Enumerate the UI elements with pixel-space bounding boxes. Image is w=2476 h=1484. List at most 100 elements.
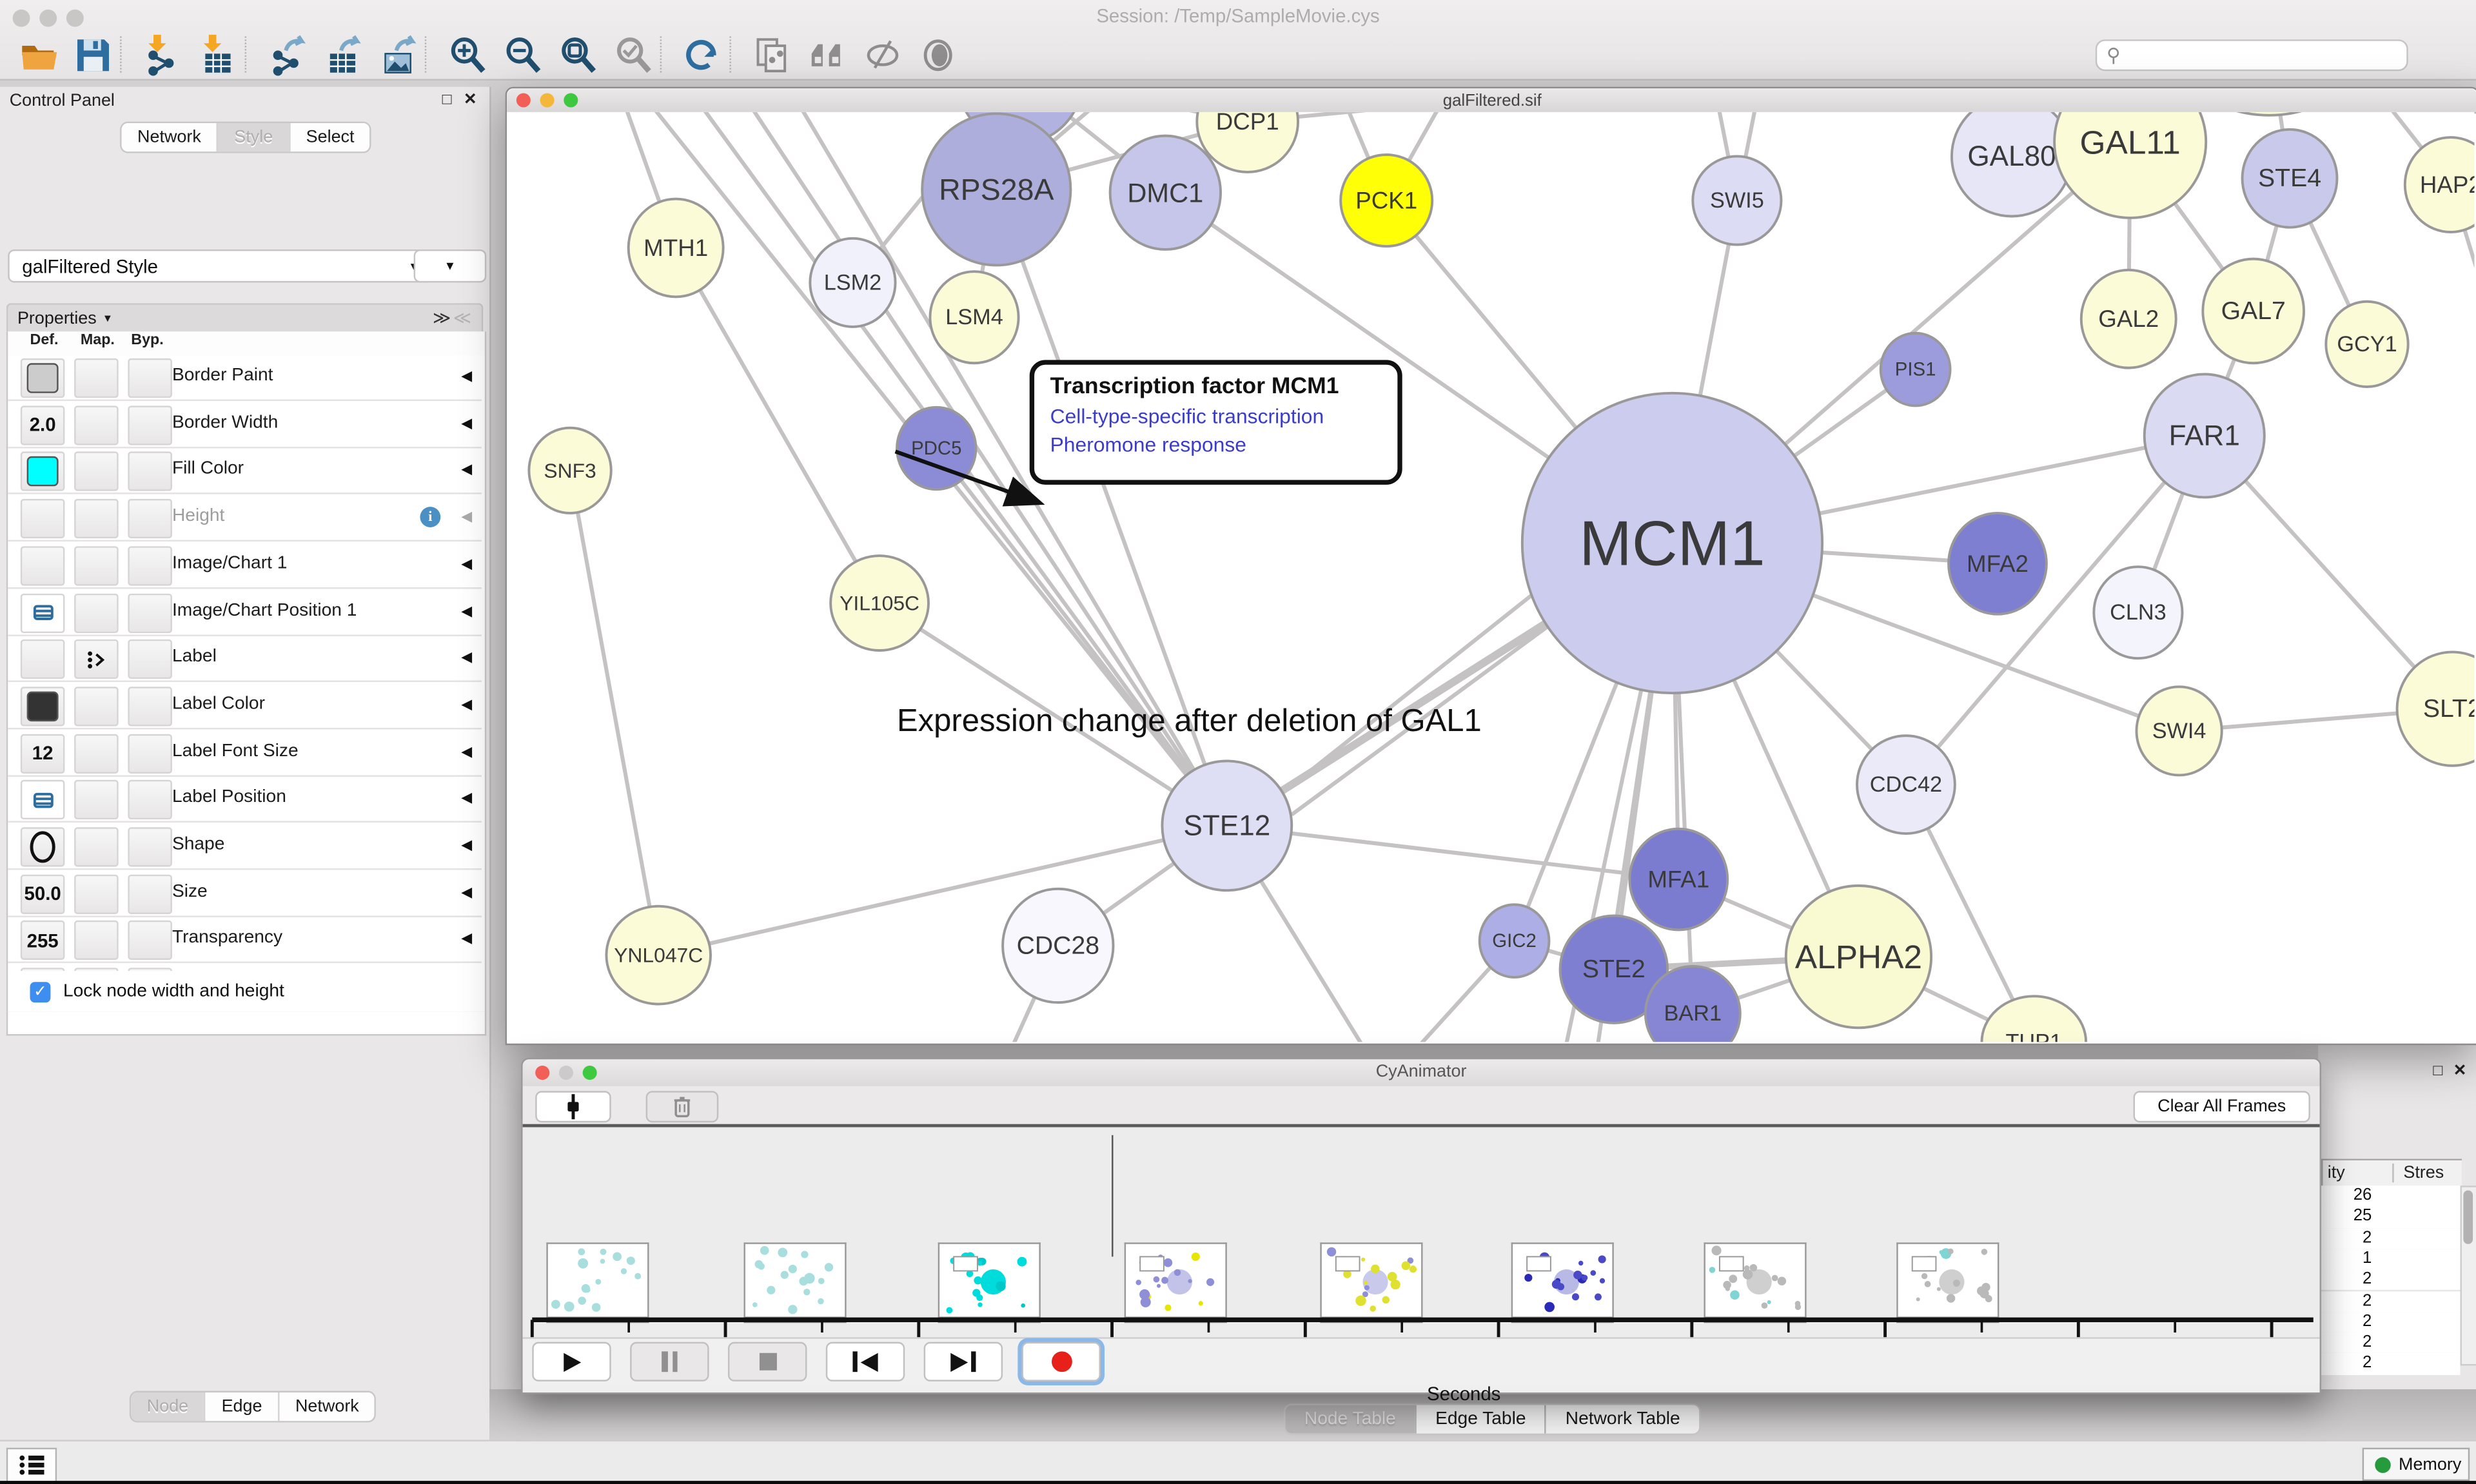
network-edge[interactable] (568, 470, 661, 956)
import-network-icon[interactable] (137, 33, 188, 75)
zoom-network-icon[interactable] (564, 93, 578, 108)
property-row-label[interactable]: Label ◀ (8, 636, 482, 683)
float-panel-icon[interactable]: □ (442, 92, 452, 109)
bypass-cell[interactable] (128, 733, 172, 774)
stop-button[interactable] (727, 1342, 807, 1381)
network-canvas[interactable]: DCP1 PCK1 RPS28A DMC1 SWI5 GAL80 GAL11 STE4 HAP2… (507, 112, 2475, 1042)
expand-property-icon[interactable]: ◀ (461, 649, 473, 665)
timeline[interactable]: 0123456789 Seconds (522, 1127, 2320, 1405)
property-row-label-font-size[interactable]: 12 Label Font Size ◀ (8, 730, 482, 776)
property-row-size[interactable]: 50.0 Size ◀ (8, 871, 482, 917)
network-edge[interactable] (674, 246, 881, 605)
mapping-cell[interactable] (74, 733, 119, 774)
network-node-gal2[interactable]: GAL2 (2079, 268, 2177, 369)
mapping-cell[interactable] (74, 827, 119, 867)
play-button[interactable] (532, 1342, 611, 1381)
network-node-mfa2[interactable]: MFA2 (1947, 511, 2048, 616)
zoom-out-icon[interactable] (497, 33, 547, 75)
bypass-cell[interactable] (128, 639, 172, 679)
property-row-label-position[interactable]: Label Position ◀ (8, 777, 482, 823)
table-cell[interactable]: 25 (2321, 1206, 2461, 1228)
bypass-cell[interactable] (128, 827, 172, 867)
network-node-rps28a[interactable]: RPS28A (921, 112, 1072, 267)
default-value-cell[interactable]: 12 (20, 733, 65, 774)
default-value-cell[interactable]: 50.0 (20, 874, 65, 914)
tab-network-table[interactable]: Network Table (1544, 1405, 1700, 1434)
bypass-cell[interactable] (128, 921, 172, 961)
close-network-icon[interactable] (516, 93, 531, 108)
save-icon[interactable] (68, 33, 118, 75)
network-node-gal_top[interactable] (2171, 112, 2367, 117)
tab-select[interactable]: Select (288, 123, 371, 152)
keyframe-thumbnail-6[interactable] (1704, 1242, 1807, 1323)
expand-all-icon[interactable]: ≫ (432, 309, 451, 329)
network-node-pck1[interactable]: PCK1 (1339, 153, 1434, 248)
table-cell[interactable]: 2 (2321, 1311, 2461, 1333)
network-edge[interactable] (1226, 823, 1679, 882)
open-icon[interactable] (13, 33, 63, 75)
expand-property-icon[interactable]: ◀ (461, 555, 473, 572)
close-panel-icon[interactable]: ✕ (464, 92, 477, 109)
default-value-cell[interactable]: 2.0 (20, 405, 65, 445)
mapping-cell[interactable] (74, 592, 119, 632)
tab-edge-table[interactable]: Edge Table (1415, 1405, 1545, 1434)
property-row-border-width[interactable]: 2.0 Border Width ◀ (8, 402, 482, 448)
tab-edge[interactable]: Edge (204, 1392, 279, 1421)
expand-property-icon[interactable]: ◀ (461, 415, 473, 431)
default-value-cell[interactable] (20, 499, 65, 539)
expand-property-icon[interactable]: ◀ (461, 462, 473, 478)
property-row-fill-color[interactable]: Fill Color ◀ (8, 449, 482, 495)
collapse-all-icon[interactable]: ≫ (457, 308, 473, 327)
network-node-mfa1[interactable]: MFA1 (1628, 827, 1729, 932)
default-value-cell[interactable]: 255 (20, 921, 65, 961)
float-table-icon[interactable]: □ (2433, 1062, 2443, 1080)
network-node-cdc42[interactable]: CDC42 (1856, 734, 1956, 835)
network-node-bar1[interactable]: BAR1 (1644, 964, 1742, 1042)
tab-style[interactable]: Style (217, 123, 289, 152)
network-node-mcm1[interactable]: MCM1 (1520, 391, 1824, 695)
network-node-gal80[interactable]: GAL80 (1950, 112, 2073, 218)
default-value-cell[interactable] (20, 639, 65, 679)
properties-header[interactable]: Properties ▾ ≫ ≫ (6, 303, 484, 332)
annotation-box[interactable]: Transcription factor MCM1 Cell-type-spec… (1029, 360, 1402, 485)
network-node-lsm2[interactable]: LSM2 (809, 237, 897, 328)
property-row-transparency[interactable]: 255 Transparency ◀ (8, 918, 482, 964)
network-edge[interactable] (934, 447, 1229, 827)
default-value-cell[interactable] (20, 687, 65, 727)
mapping-cell[interactable] (74, 687, 119, 727)
keyframe-thumbnail-5[interactable] (1511, 1242, 1614, 1323)
network-edge[interactable] (1904, 434, 2206, 786)
bypass-cell[interactable] (128, 687, 172, 727)
export-image-icon[interactable] (373, 33, 423, 75)
property-row-image-chart-1[interactable]: Image/Chart 1 ◀ (8, 543, 482, 589)
table-cell[interactable]: 2 (2321, 1291, 2461, 1312)
network-edge[interactable] (789, 112, 1229, 827)
mapping-cell[interactable] (74, 921, 119, 961)
network-edge[interactable] (739, 112, 1229, 827)
expand-property-icon[interactable]: ◀ (461, 790, 473, 806)
mapping-cell[interactable] (74, 545, 119, 586)
bypass-cell[interactable] (128, 405, 172, 445)
expand-property-icon[interactable]: ◀ (461, 883, 473, 900)
network-node-dmc1[interactable]: DMC1 (1108, 134, 1223, 251)
bypass-cell[interactable] (128, 452, 172, 492)
property-row-border-paint[interactable]: Border Paint ◀ (8, 355, 482, 402)
expand-property-icon[interactable]: ◀ (461, 836, 473, 853)
property-row-shape[interactable]: Shape ◀ (8, 824, 482, 870)
memory-button[interactable]: Memory (2362, 1447, 2470, 1481)
annotation-link[interactable]: Pheromone response (1050, 433, 1247, 456)
mapping-cell[interactable] (74, 499, 119, 539)
annotation-link[interactable]: Cell-type-specific transcription (1050, 404, 1324, 428)
network-edge[interactable] (658, 823, 1228, 957)
zoom-selected-icon[interactable] (608, 33, 658, 75)
expand-property-icon[interactable]: ◀ (461, 696, 473, 712)
default-value-cell[interactable] (20, 452, 65, 492)
property-row-label-color[interactable]: Label Color ◀ (8, 683, 482, 730)
table-cell[interactable]: 1 (2321, 1248, 2461, 1270)
export-table-icon[interactable] (317, 33, 368, 75)
delete-frame-button[interactable] (645, 1091, 719, 1123)
table-cell[interactable]: 2 (2321, 1353, 2461, 1375)
network-node-ste4[interactable]: STE4 (2241, 128, 2339, 229)
network-node-gal11[interactable]: GAL11 (2053, 112, 2208, 219)
expand-property-icon[interactable]: ◀ (461, 930, 473, 946)
